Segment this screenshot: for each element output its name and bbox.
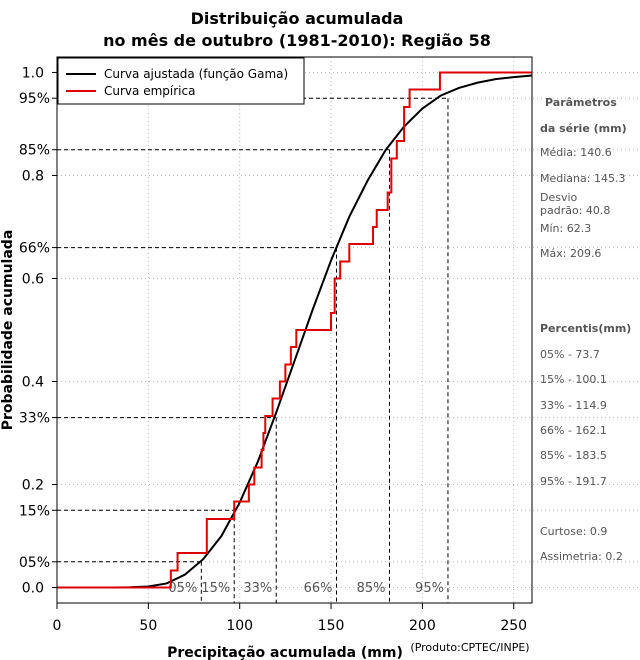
stat-curtose: Curtose: 0.9 xyxy=(540,525,608,538)
stat-assimetria: Assimetria: 0.2 xyxy=(540,550,623,563)
pct-x-label-2: 33% xyxy=(243,581,272,596)
y-axis-label: Probabilidade acumulada xyxy=(0,230,16,431)
y-tick-label-4: 0.8 xyxy=(22,168,44,184)
pct-95: 95% - 191.7 xyxy=(540,475,607,488)
empirical-curve xyxy=(57,71,532,589)
legend-box xyxy=(57,57,305,105)
stat-min: Mín: 62.3 xyxy=(540,222,592,235)
chart-title-line-2: no mês de outubro (1981-2010): Região 58 xyxy=(103,31,491,50)
pct-y-label-5: 95% xyxy=(19,91,50,107)
x-axis-label: Precipitação acumulada (mm) xyxy=(167,645,403,660)
percentile-guides: 05% 15% 33% 66% 85% 95% xyxy=(57,97,449,603)
params-title-1: Parâmetros xyxy=(545,96,617,109)
params-title-2: da série (mm) xyxy=(540,122,627,135)
pct-y-label-3: 66% xyxy=(19,241,50,257)
stat-media: Média: 140.6 xyxy=(540,146,612,159)
pct-x-label-3: 66% xyxy=(304,581,333,596)
y-tick-label-5: 1.0 xyxy=(22,65,44,81)
pct-05: 05% - 73.7 xyxy=(540,348,600,361)
stat-mediana: Mediana: 145.3 xyxy=(540,172,626,185)
chart-title-line-1: Distribuição acumulada xyxy=(191,9,404,28)
x-tick-label-0: 0 xyxy=(53,618,62,634)
stat-desvio-2: padrão: 40.8 xyxy=(540,204,611,217)
legend-label-empirical: Curva empírica xyxy=(104,84,195,98)
pct-85: 85% - 183.5 xyxy=(540,449,607,462)
y-tick-label-1: 0.2 xyxy=(22,478,44,494)
y-tick-label-2: 0.4 xyxy=(22,375,44,391)
pct-x-label-1: 15% xyxy=(201,581,230,596)
x-tick-label-2: 100 xyxy=(226,618,253,634)
axes: 05% 15% 33% 66% 85% 95% 0 50 100 150 200 250 0.0 0.2 0… xyxy=(19,65,527,634)
pct-y-label-4: 85% xyxy=(19,143,50,159)
y-tick-label-0: 0.0 xyxy=(22,581,44,597)
percentis-title: Percentis(mm) xyxy=(540,322,632,335)
pct-x-label-0: 05% xyxy=(168,581,197,596)
pct-33: 33% - 114.9 xyxy=(540,399,607,412)
legend: Curva ajustada (função Gama) Curva empír… xyxy=(57,57,305,105)
pct-y-label-2: 33% xyxy=(19,411,50,427)
x-tick-label-4: 200 xyxy=(409,618,436,634)
stat-desvio-1: Desvio xyxy=(540,191,578,204)
x-tick-label-1: 50 xyxy=(139,618,157,634)
pct-x-label-4: 85% xyxy=(357,581,386,596)
plot-frame xyxy=(56,56,533,604)
x-tick-label-5: 250 xyxy=(500,618,527,634)
series-group xyxy=(57,71,533,589)
pct-x-label-5: 95% xyxy=(415,581,444,596)
legend-label-gamma: Curva ajustada (função Gama) xyxy=(104,67,288,81)
credit-text: (Produto:CPTEC/INPE) xyxy=(410,641,529,654)
pct-y-label-0: 05% xyxy=(19,555,50,571)
y-tick-label-3: 0.6 xyxy=(22,271,44,287)
stat-max: Máx: 209.6 xyxy=(540,247,602,260)
pct-66: 66% - 162.1 xyxy=(540,424,607,437)
x-tick-label-3: 150 xyxy=(318,618,345,634)
pct-15: 15% - 100.1 xyxy=(540,373,607,386)
pct-y-label-1: 15% xyxy=(19,503,50,519)
gamma-curve xyxy=(57,74,533,589)
